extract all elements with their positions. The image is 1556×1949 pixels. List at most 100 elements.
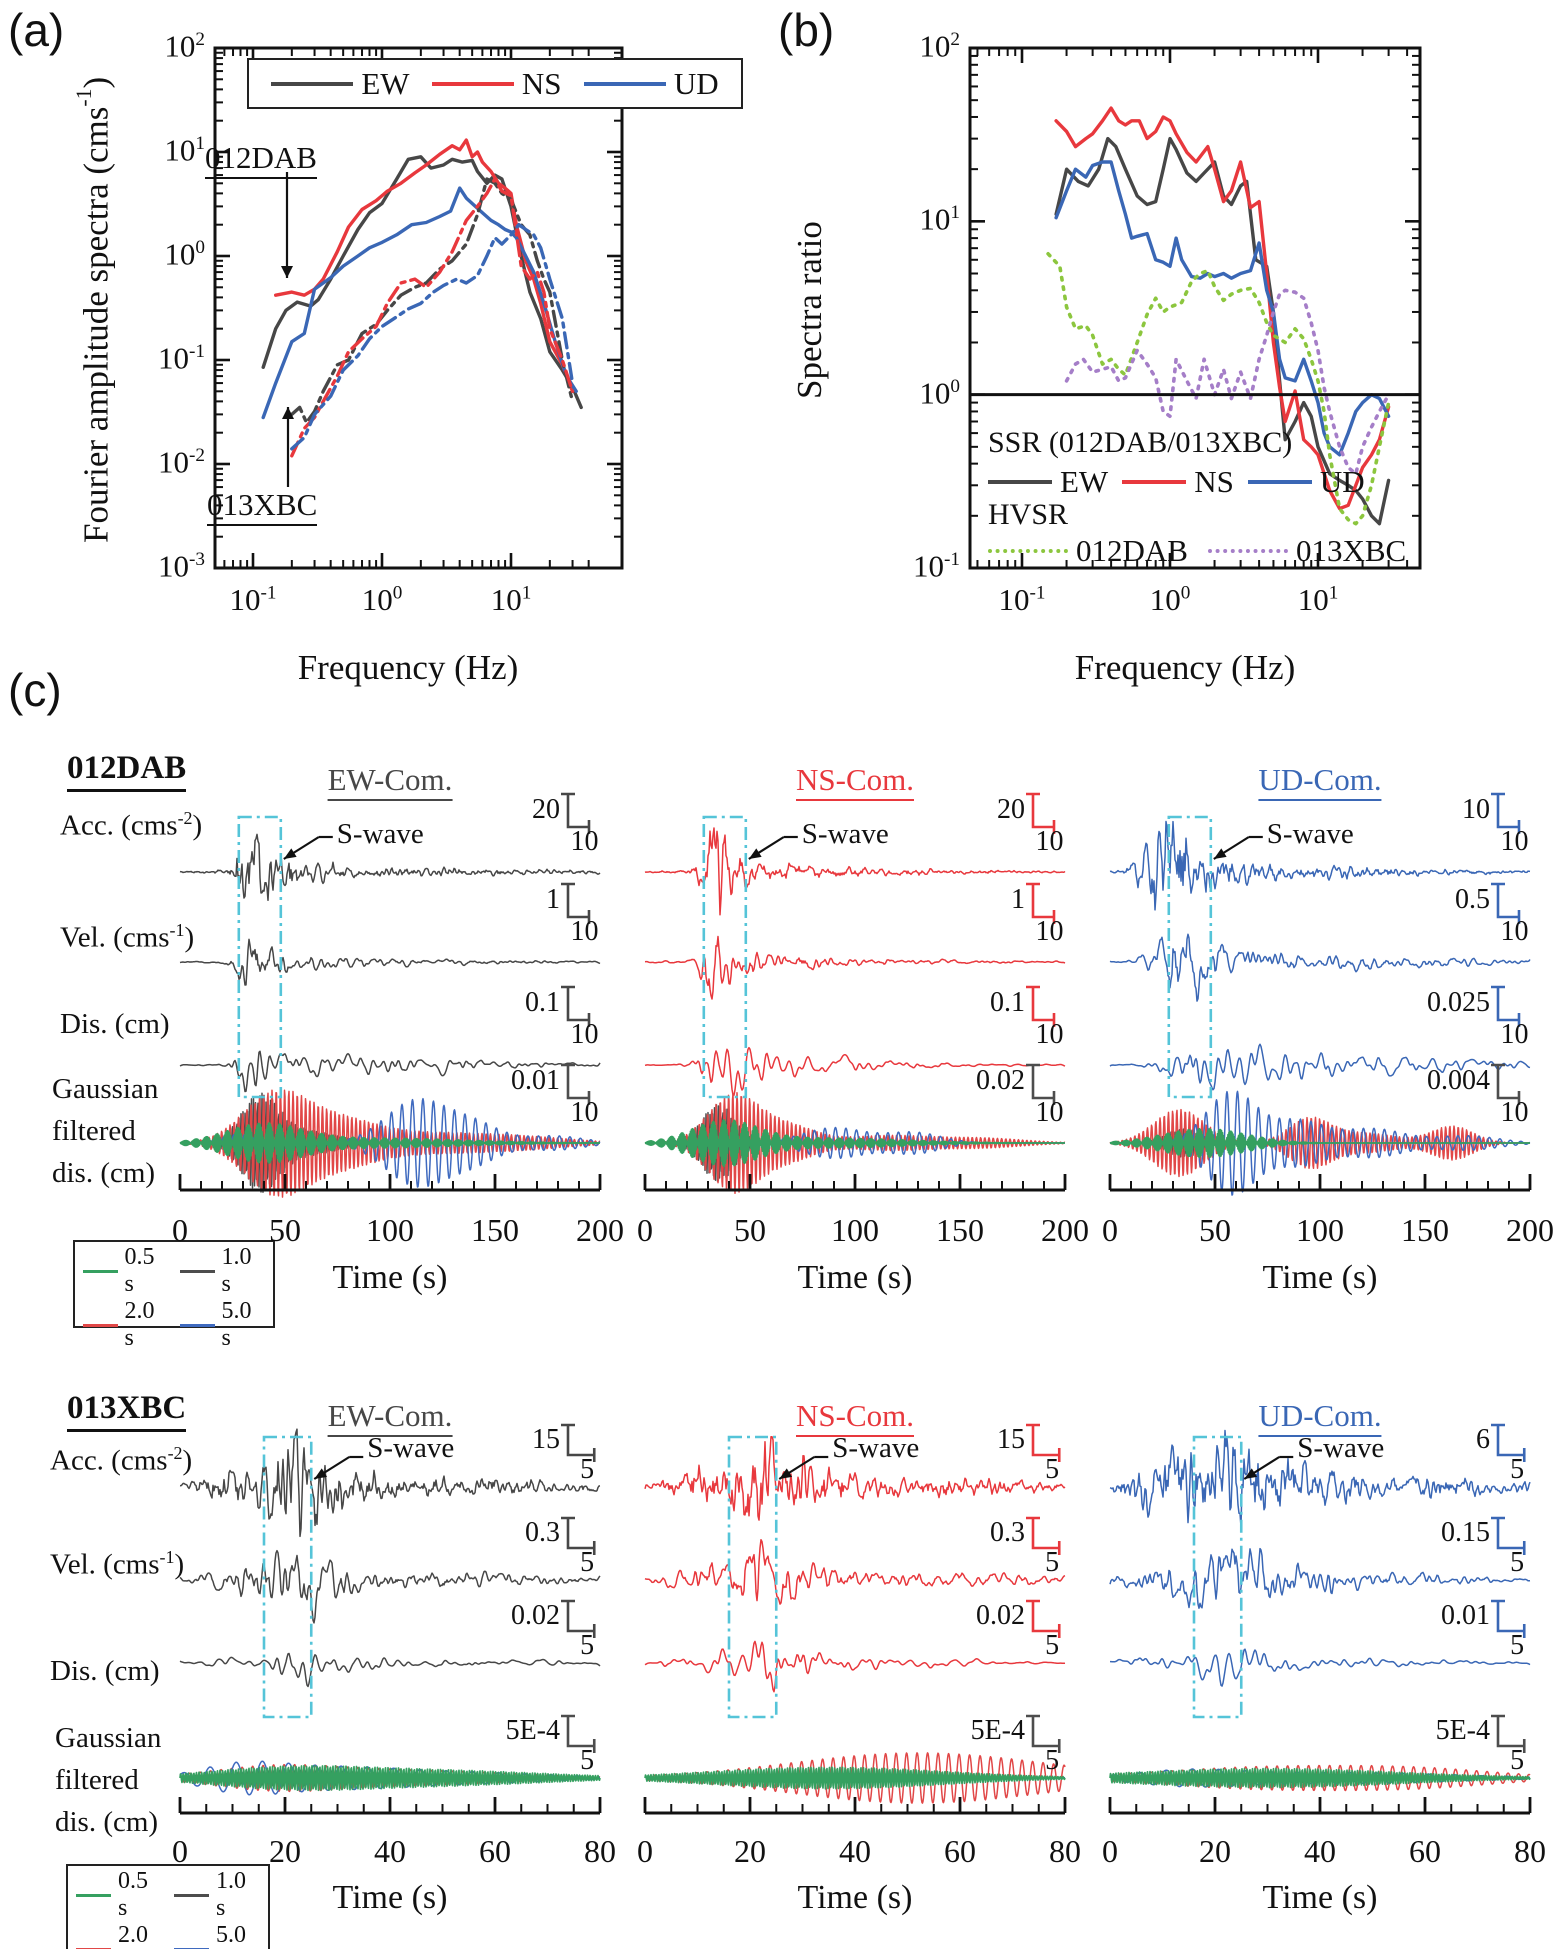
row-label-012DAB-gauss-2: dis. (cm) [52,1157,156,1189]
ssr-ud-line-swatch [1247,479,1312,484]
time-tick-013XBC-UD-80: 80 [1514,1833,1546,1869]
period-label: 0.5 s [124,1244,155,1297]
scale-amp-012DAB-NS-row3: 0.02 [976,1064,1025,1096]
scale-amp-013XBC-EW-row0: 15 [532,1423,560,1455]
ud-line-swatch [583,81,666,86]
period-label: 0.5 s [117,1868,148,1921]
row-label-012DAB-1: Vel. (cms-1) [60,920,195,954]
s-wave-label-013XBC-NS: S-wave [832,1432,920,1464]
time-tick-013XBC-EW-80: 80 [584,1833,616,1869]
time-axis-label-013XBC-EW: Time (s) [332,1879,448,1916]
time-axis-label-012DAB-NS: Time (s) [797,1259,913,1296]
legend-item-ew: EW [271,66,410,102]
scale-time-012DAB-EW-row0: 10 [570,825,599,857]
period-label: 5.0 s [215,1922,246,1948]
scale-time-013XBC-EW-row1: 5 [580,1546,595,1578]
ssr-label-ud: UD [1319,464,1365,499]
time-tick-012DAB-EW-0: 0 [172,1212,188,1248]
legend-label-ns: NS [521,65,562,101]
scale-time-013XBC-EW-row3: 5 [580,1744,595,1776]
panel-a-x-axis-label: Frequency (Hz) [297,648,519,687]
header-012DAB-NS: NS-Com. [796,762,914,801]
time-tick-012DAB-NS-50: 50 [734,1212,766,1248]
x-tick-a-1: 100 [361,582,403,617]
scale-amp-012DAB-EW-row2: 0.1 [525,986,560,1018]
header-012DAB-EW: EW-Com. [327,762,453,801]
station-title-013xbc: 013XBC [67,1390,187,1432]
scale-time-013XBC-NS-row1: 5 [1045,1546,1060,1578]
row-label-012DAB-gauss-0: Gaussian [52,1073,159,1105]
period-legend-item-012DAB-0.5s: 0.5 s [83,1244,168,1298]
scale-amp-013XBC-UD-row2: 0.01 [1441,1599,1490,1631]
period-label: 2.0 s [117,1922,148,1948]
time-tick-013XBC-UD-0: 0 [1102,1833,1118,1869]
row-label-013XBC-gauss-1: filtered [55,1764,139,1796]
y-tick-b-1: 101 [919,201,960,237]
y-tick-b-0: 102 [919,28,960,64]
time-tick-013XBC-NS-20: 20 [734,1833,766,1869]
scale-amp-013XBC-EW-row1: 0.3 [525,1516,560,1548]
legend-item-ns: NS [431,65,562,102]
time-tick-012DAB-EW-150: 150 [471,1212,519,1248]
time-tick-013XBC-NS-40: 40 [839,1833,871,1869]
scale-time-012DAB-EW-row1: 10 [570,915,599,947]
scale-time-012DAB-UD-row0: 10 [1500,825,1529,857]
time-tick-013XBC-UD-40: 40 [1304,1833,1336,1869]
period-label: 5.0 s [221,1298,252,1351]
time-tick-013XBC-NS-60: 60 [944,1833,976,1869]
scale-amp-012DAB-UD-row2: 0.025 [1427,986,1490,1018]
time-axis-label-013XBC-NS: Time (s) [797,1879,913,1916]
ssr-legend-title: SSR (012DAB/013XBC) [988,426,1293,459]
row-label-013XBC-1: Vel. (cms-1) [50,1547,185,1581]
time-tick-012DAB-UD-150: 150 [1401,1212,1449,1248]
ns-line-swatch [431,81,514,86]
x-tick-b-2: 101 [1297,582,1339,617]
time-tick-013XBC-EW-20: 20 [269,1833,301,1869]
time-tick-013XBC-NS-80: 80 [1049,1833,1081,1869]
period-legend-item-013XBC-5.0s: 5.0 s [174,1922,260,1949]
period-line-swatch [174,1947,209,1949]
s-wave-label-013XBC-UD: S-wave [1297,1432,1385,1464]
s-wave-label-012DAB-UD: S-wave [1266,818,1354,850]
y-tick-b-2: 100 [919,375,960,411]
period-legend-item-012DAB-2.0s: 2.0 s [83,1298,168,1352]
scale-time-013XBC-UD-row0: 5 [1510,1453,1525,1485]
ssr-item-ew: EW [988,464,1108,500]
time-tick-012DAB-EW-200: 200 [576,1212,624,1248]
hvsr-item-012dab: 012DAB [988,533,1188,569]
time-tick-012DAB-NS-100: 100 [831,1212,879,1248]
ssr-ew-line-swatch [988,479,1052,484]
annotation-012dab: 012DAB [205,140,317,179]
period-legend-item-012DAB-1.0s: 1.0 s [180,1244,265,1298]
x-tick-a-0: 10-1 [229,582,277,617]
row-label-012DAB-2: Dis. (cm) [60,1008,170,1040]
time-axis-label-012DAB-UD: Time (s) [1262,1259,1378,1296]
y-tick-a-4: 10-2 [158,444,205,480]
s-wave-label-012DAB-NS: S-wave [801,818,889,850]
period-line-swatch [76,1947,111,1949]
scale-amp-012DAB-UD-row0: 10 [1462,793,1490,825]
hvsr-013xbc-line-swatch [1207,548,1288,553]
scale-amp-012DAB-NS-row1: 1 [1011,883,1025,915]
header-012DAB-UD: UD-Com. [1258,762,1382,801]
time-tick-012DAB-EW-50: 50 [269,1212,301,1248]
x-tick-b-1: 100 [1149,582,1191,617]
panel-a-label: (a) [8,4,65,56]
header-013XBC-NS: NS-Com. [796,1398,914,1437]
ssr-label-ew: EW [1060,464,1109,499]
row-label-013XBC-2: Dis. (cm) [50,1655,160,1687]
scale-amp-012DAB-EW-row3: 0.01 [511,1064,560,1096]
scale-amp-012DAB-EW-row0: 20 [532,793,560,825]
scale-time-012DAB-EW-row2: 10 [570,1018,599,1050]
scale-time-012DAB-UD-row1: 10 [1500,915,1529,947]
time-tick-012DAB-UD-100: 100 [1296,1212,1344,1248]
scale-time-012DAB-NS-row2: 10 [1035,1018,1064,1050]
y-tick-a-2: 100 [164,236,205,272]
scale-amp-012DAB-NS-row2: 0.1 [990,986,1025,1018]
time-tick-012DAB-NS-200: 200 [1041,1212,1089,1248]
panel-a-legend: EW NS UD [247,58,743,109]
time-axis-label-013XBC-UD: Time (s) [1262,1879,1378,1916]
ew-line-swatch [271,81,354,86]
scale-amp-013XBC-NS-row1: 0.3 [990,1516,1025,1548]
